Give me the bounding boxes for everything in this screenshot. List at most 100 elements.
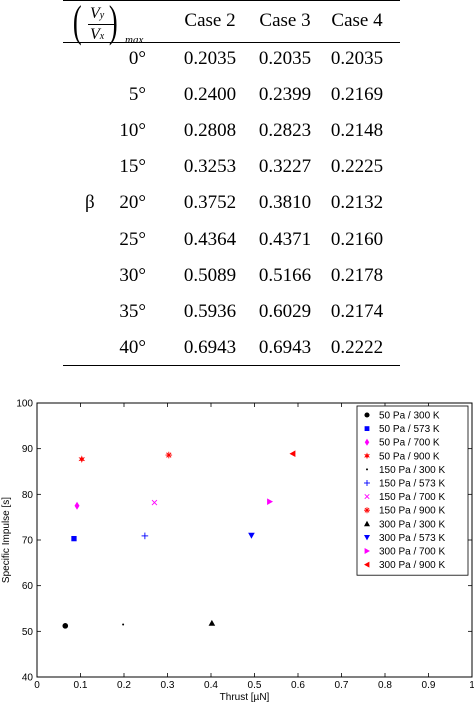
data-point xyxy=(62,623,69,629)
y-tick-label: 80 xyxy=(22,490,34,501)
x-tick-label: 0.5 xyxy=(248,680,262,691)
legend-entry: 50 Pa / 300 K xyxy=(379,411,440,422)
angle-cell: 25° xyxy=(119,228,146,250)
value-cell: 0.3810 xyxy=(258,192,312,214)
x-tick-label: 0.1 xyxy=(74,680,88,691)
y-tick-label: 60 xyxy=(22,581,34,592)
legend-entry: 50 Pa / 900 K xyxy=(379,451,440,462)
value-cell: 0.2178 xyxy=(330,264,384,286)
value-cell: 0.2399 xyxy=(258,84,312,106)
value-cell: 0.2148 xyxy=(330,120,384,142)
data-point xyxy=(267,498,274,505)
x-tick-label: 0.7 xyxy=(335,680,349,691)
legend-box xyxy=(356,405,469,576)
value-cell: 0.6943 xyxy=(258,336,312,358)
angle-cell: 35° xyxy=(119,300,146,322)
legend-entry: 150 Pa / 700 K xyxy=(379,492,445,503)
data-point xyxy=(248,532,255,539)
legend-marker xyxy=(364,507,370,514)
header-fraction: ( Vy Vx ) max xyxy=(68,0,168,46)
legend-marker xyxy=(364,426,370,431)
data-point xyxy=(71,535,77,542)
angle-cell: 0° xyxy=(128,48,146,69)
value-cell: 0.3752 xyxy=(183,192,237,214)
value-cell: 0.4364 xyxy=(183,228,237,250)
legend-marker xyxy=(364,535,370,541)
right-paren: ) xyxy=(108,0,118,46)
x-tick-label: 0 xyxy=(34,680,40,691)
x-tick-label: 1 xyxy=(469,680,474,691)
legend-entry: 150 Pa / 900 K xyxy=(379,506,445,517)
value-cell: 0.2225 xyxy=(330,156,384,178)
data-point xyxy=(78,455,86,463)
legend-entry: 150 Pa / 573 K xyxy=(379,479,445,490)
data-point xyxy=(208,619,216,626)
value-cell: 0.2808 xyxy=(183,120,237,142)
value-cell: 0.2035 xyxy=(330,48,384,69)
fraction-bar xyxy=(88,24,116,25)
angle-cell: 30° xyxy=(119,264,146,286)
data-point xyxy=(74,501,80,510)
legend-entry: 300 Pa / 900 K xyxy=(379,560,445,571)
left-paren: ( xyxy=(72,0,82,46)
angle-cell: 20° xyxy=(119,192,146,214)
legend-entry: 300 Pa / 300 K xyxy=(379,519,445,530)
value-cell: 0.6943 xyxy=(183,336,237,358)
data-point xyxy=(289,450,296,457)
value-cell: 0.3253 xyxy=(183,156,237,178)
fraction-denominator: Vx xyxy=(90,26,105,43)
bottom-rule xyxy=(63,365,400,366)
x-tick-label: 0.2 xyxy=(117,680,131,691)
x-axis-label: Thrust [µN] xyxy=(220,692,270,703)
column-header: Case 4 xyxy=(331,10,383,31)
value-cell: 0.4371 xyxy=(258,228,312,250)
legend-marker xyxy=(364,412,370,418)
legend-marker xyxy=(364,561,370,568)
legend-entry: 300 Pa / 700 K xyxy=(379,547,445,558)
angle-cell: 5° xyxy=(128,84,146,106)
value-cell: 0.2823 xyxy=(258,120,312,142)
value-cell: 0.5936 xyxy=(183,300,237,322)
results-table: ( Vy Vx ) max Case 2 Case 3 Case 4 β 0° 0.2… xyxy=(63,0,400,366)
x-tick-label: 0.3 xyxy=(161,680,175,691)
legend-entry: 150 Pa / 300 K xyxy=(379,465,445,476)
legend-entry: 300 Pa / 573 K xyxy=(379,533,445,544)
value-cell: 0.2169 xyxy=(330,84,384,106)
fraction-subscript: max xyxy=(125,34,144,46)
legend-marker xyxy=(366,468,368,471)
legend-marker xyxy=(364,548,370,554)
y-axis-label: Specific Impulse [s] xyxy=(1,497,12,583)
data-point xyxy=(122,623,125,626)
top-rule xyxy=(63,0,400,1)
y-tick-label: 40 xyxy=(22,673,34,684)
value-cell: 0.6029 xyxy=(258,300,312,322)
y-tick-label: 50 xyxy=(22,627,34,638)
y-tick-label: 70 xyxy=(22,536,34,547)
legend-marker xyxy=(364,480,370,486)
value-cell: 0.2174 xyxy=(330,300,384,322)
legend-marker xyxy=(364,494,370,500)
value-cell: 0.2035 xyxy=(183,48,237,69)
legend-entry: 50 Pa / 700 K xyxy=(379,438,440,449)
data-point xyxy=(141,532,149,540)
legend-entry: 50 Pa / 573 K xyxy=(379,424,440,435)
x-tick-label: 0.9 xyxy=(422,680,436,691)
legend-marker xyxy=(364,520,370,527)
value-cell: 0.2132 xyxy=(330,192,384,214)
value-cell: 0.2160 xyxy=(330,228,384,250)
legend-marker xyxy=(364,452,370,460)
angle-cell: 15° xyxy=(119,156,146,178)
data-point xyxy=(165,451,173,459)
column-header: Case 3 xyxy=(259,10,311,31)
angle-cell: 10° xyxy=(119,120,146,142)
fraction-numerator: Vy xyxy=(90,5,105,22)
value-cell: 0.2035 xyxy=(258,48,312,69)
column-header: Case 2 xyxy=(184,10,236,31)
value-cell: 0.2222 xyxy=(330,336,384,358)
value-cell: 0.2400 xyxy=(183,84,237,106)
value-cell: 0.5089 xyxy=(183,264,237,286)
header-rule xyxy=(63,42,400,43)
y-tick-label: 100 xyxy=(16,399,33,410)
x-tick-label: 0.6 xyxy=(291,680,305,691)
value-cell: 0.3227 xyxy=(258,156,312,178)
